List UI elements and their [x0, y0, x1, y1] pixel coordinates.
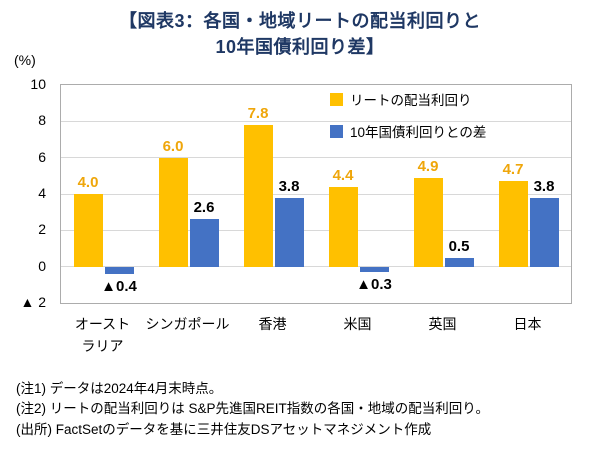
gridline: [61, 229, 571, 231]
chart-title: 【図表3：各国・地域リートの配当利回りと 10年国債利回り差】: [0, 8, 600, 60]
x-axis-label: 香港: [258, 316, 287, 332]
gridline: [61, 266, 571, 268]
legend-swatch: [330, 124, 343, 138]
plot-area: 4.0 ▲0.4 6.0 2.6 7.8 3.8 4.4 ▲0.3 4.9 0.5 4.7 3.8: [60, 84, 572, 304]
note-line: (注2) リートの配当利回りは S&P先進国REIT指数の各国・地域の配当利回り…: [16, 401, 489, 417]
bar-reit-yield: [243, 124, 273, 267]
y-tick-label: 0: [38, 257, 46, 274]
x-axis-label: 米国: [343, 316, 372, 332]
bar-bond-diff: [529, 197, 559, 267]
bar-value-label: 7.8: [247, 104, 269, 122]
bar-value-label: ▲0.4: [101, 277, 137, 295]
note-line: (出所) FactSetのデータを基に三井住友DSアセットマネジメント作成: [16, 421, 432, 437]
legend-label: リートの配当利回り: [350, 93, 472, 108]
gridline: [61, 120, 571, 122]
bar-bond-diff: [104, 266, 134, 274]
y-tick-label: 6: [38, 148, 46, 165]
bar-reit-yield: [73, 194, 103, 267]
bar-value-label: 3.8: [533, 177, 555, 195]
gridline: [61, 193, 571, 195]
chart-title-line1: 【図表3：各国・地域リートの配当利回りと: [118, 11, 481, 31]
legend: リートの配当利回り 10年国債利回りとの差: [330, 89, 486, 141]
y-tick-label: 10: [30, 76, 46, 92]
bar-reit-yield: [498, 181, 528, 267]
legend-label: 10年国債利回りとの差: [350, 125, 487, 140]
notes: (注1) データは2024年4月末時点。 (注2) リートの配当利回りは S&P先…: [16, 379, 489, 440]
bar-bond-diff: [359, 266, 389, 273]
x-axis-label: 英国: [428, 316, 457, 332]
chart-title-line2: 10年国債利回り差】: [215, 37, 385, 58]
y-axis-unit-label: (%): [14, 52, 36, 68]
y-tick-label: 8: [38, 112, 46, 129]
bar-value-label: 0.5: [448, 237, 470, 255]
bar-value-label: 4.4: [332, 166, 354, 184]
y-axis-ticks: 10 8 6 4 2 0 ▲ 2: [0, 76, 52, 310]
bar-value-label: 4.0: [77, 174, 99, 191]
legend-item: 10年国債利回りとの差: [330, 121, 486, 141]
bar-value-label: 4.7: [502, 161, 524, 179]
legend-swatch: [330, 92, 343, 106]
bar-value-label: 2.6: [193, 199, 215, 217]
legend-item: リートの配当利回り: [330, 89, 486, 109]
bar-reit-yield: [328, 186, 358, 267]
bar-bond-diff: [274, 197, 304, 267]
bar-bond-diff: [444, 257, 474, 267]
bar-reit-yield: [158, 157, 188, 267]
bar-reit-yield: [413, 177, 443, 267]
y-tick-label: 4: [38, 185, 46, 201]
bar-value-label: 6.0: [162, 137, 184, 155]
gridline: [61, 157, 571, 159]
bar-value-label: ▲0.3: [356, 276, 392, 294]
bar-value-label: 3.8: [278, 177, 300, 195]
x-axis-label: オースト ラリア: [74, 316, 131, 354]
bar-bond-diff: [189, 219, 219, 267]
bar-value-label: 4.9: [417, 157, 439, 175]
note-line: (注1) データは2024年4月末時点。: [16, 381, 223, 396]
x-axis-label: シンガポール: [145, 316, 230, 332]
x-axis-labels: オースト ラリア シンガポール 香港 米国 英国 日本: [60, 314, 572, 358]
y-tick-label: 2: [38, 221, 46, 238]
x-axis-label: 日本: [513, 316, 542, 332]
y-tick-label: ▲ 2: [20, 294, 46, 310]
